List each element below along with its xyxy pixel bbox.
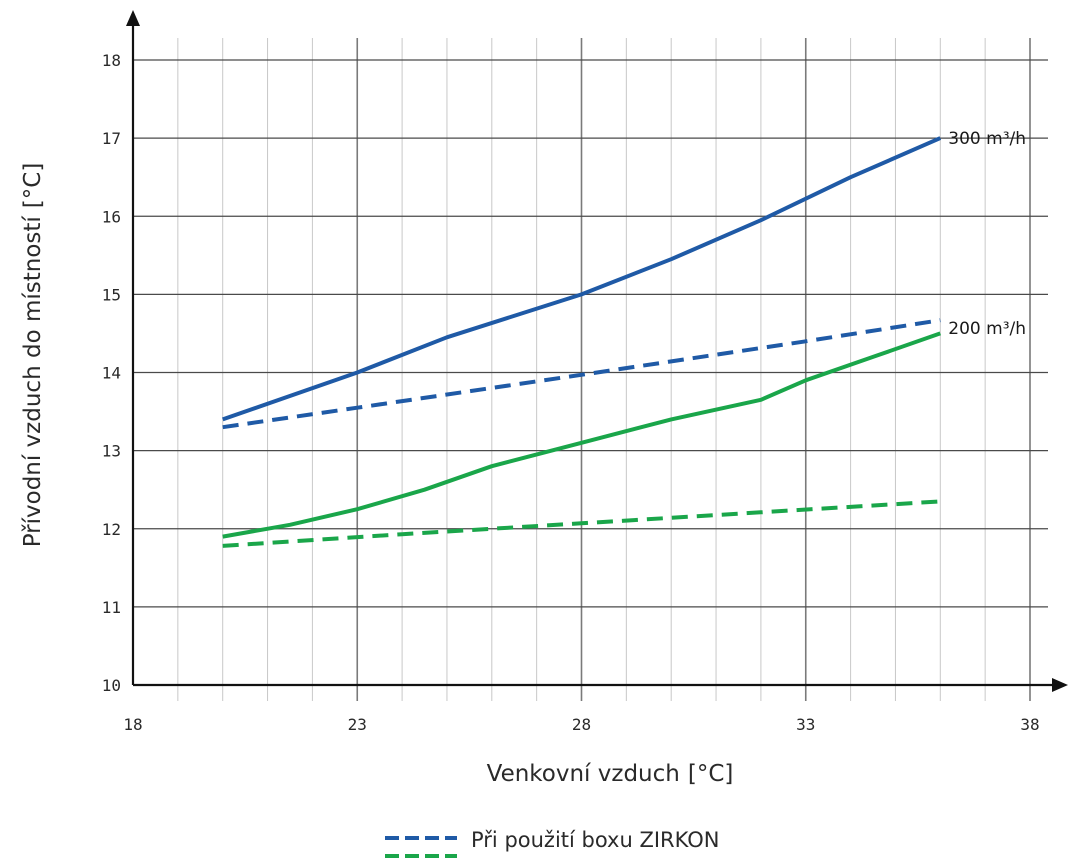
axes — [126, 10, 1068, 692]
minor-gridlines — [177, 38, 986, 701]
x-tick-label: 38 — [1020, 715, 1039, 734]
x-tick-label: 33 — [796, 715, 815, 734]
series-label: 300 m³/h — [948, 129, 1026, 149]
major-gridlines — [133, 38, 1048, 701]
y-tick-label: 10 — [102, 676, 121, 695]
series-labels: 300 m³/h 200 m³/h — [948, 129, 1026, 339]
x-axis-title: Venkovní vzduch [°C] — [487, 761, 734, 787]
y-tick-label: 12 — [102, 520, 121, 539]
series-line-blue-solid — [222, 136, 942, 422]
series-label: 200 m³/h — [948, 319, 1026, 339]
series-line-green-dashed — [222, 499, 941, 548]
y-axis-arrow — [126, 10, 140, 26]
legend: Při použití boxu ZIRKON — [385, 828, 720, 858]
y-axis-title: Přívodní vzduch do místností[°C] — [20, 163, 46, 548]
y-tick-label: 17 — [102, 129, 121, 148]
y-tick-label: 16 — [102, 207, 121, 226]
x-tick-label: 23 — [348, 715, 367, 734]
x-tick-label: 28 — [572, 715, 591, 734]
series-line-green-solid — [222, 331, 941, 539]
tick-labels: 18 23 28 33 38 10 11 12 13 14 15 16 17 18 — [102, 51, 1040, 734]
series-lines — [222, 136, 942, 548]
x-axis-arrow — [1052, 678, 1068, 692]
y-tick-label: 15 — [102, 285, 121, 304]
y-tick-label: 14 — [102, 364, 121, 383]
legend-label: Při použití boxu ZIRKON — [471, 828, 720, 852]
series-line-blue-dashed — [222, 318, 941, 430]
y-tick-label: 18 — [102, 51, 121, 70]
y-tick-label: 11 — [102, 598, 121, 617]
x-tick-label: 18 — [123, 715, 142, 734]
y-tick-label: 13 — [102, 442, 121, 461]
